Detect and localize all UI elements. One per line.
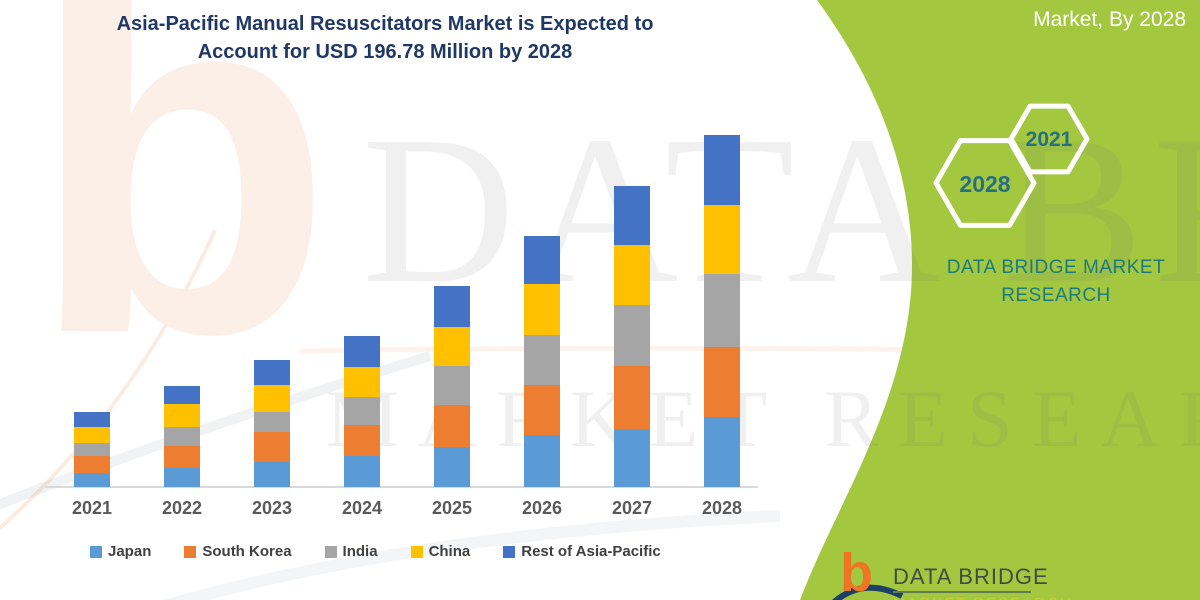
bar-segment-japan [704, 417, 740, 487]
bar-segment-south-korea [344, 425, 380, 457]
x-axis-label: 2025 [431, 498, 473, 518]
bar-segment-china [524, 283, 560, 335]
bar-segment-japan [164, 468, 200, 487]
legend-item: China [410, 543, 471, 560]
panel-heading: Market, By 2028 [1033, 8, 1186, 31]
bar-segment-india [74, 442, 110, 457]
legend-item: India [324, 543, 378, 560]
hexagon-label-2028: 2028 [959, 171, 1011, 197]
x-axis-label: 2023 [251, 498, 293, 518]
legend-item: Japan [90, 543, 151, 560]
bar-segment-india [344, 396, 380, 426]
bar-segment-china [704, 204, 740, 275]
bar-segment-south-korea [434, 404, 470, 447]
bar-segment-japan [434, 446, 470, 487]
legend-label: India [342, 543, 378, 560]
x-axis-label: 2026 [521, 498, 563, 518]
bar-segment-india [704, 274, 740, 348]
legend-item: South Korea [184, 543, 292, 560]
bar-segment-japan [74, 473, 110, 487]
x-axis-label: 2021 [71, 498, 113, 518]
bar-segment-rest-of-asia-pacific [74, 412, 110, 428]
legend-swatch [324, 545, 337, 558]
bar-segment-japan [254, 461, 290, 487]
chart-legend: Japan South Korea India China Rest of Asia-P… [90, 543, 661, 560]
brand-name: DATA BRIDGE MARKET RESEARCH [930, 254, 1182, 310]
legend-item: Rest of Asia-Pacific [503, 543, 661, 560]
bar-segment-india [524, 334, 560, 385]
x-axis-line [45, 486, 758, 488]
bar-segment-south-korea [704, 347, 740, 418]
bar-segment-china [164, 403, 200, 428]
bar-segment-south-korea [164, 446, 200, 469]
bar-segment-china [254, 384, 290, 412]
x-axis-label: 2027 [611, 498, 653, 518]
bar-segment-china [344, 366, 380, 397]
bar-segment-rest-of-asia-pacific [164, 385, 200, 404]
bar-segment-japan [344, 456, 380, 487]
legend-label: China [428, 543, 471, 560]
footer-logo-subname: MARKET RESEARCH [893, 595, 1073, 600]
legend-label: Rest of Asia-Pacific [521, 543, 661, 560]
brand-name-line1: DATA BRIDGE MARKET [946, 257, 1166, 278]
x-axis-label: 2028 [701, 498, 743, 518]
footer-logo-underline [893, 591, 1031, 593]
legend-swatch [410, 545, 423, 558]
bar-segment-india [434, 365, 470, 405]
bar-segment-rest-of-asia-pacific [614, 186, 650, 246]
bar-segment-south-korea [524, 384, 560, 435]
bar-segment-china [614, 245, 650, 305]
legend-swatch [503, 545, 516, 558]
bar-segment-south-korea [254, 431, 290, 462]
bar-segment-south-korea [614, 366, 650, 429]
bar-segment-japan [524, 434, 560, 487]
bar-segment-rest-of-asia-pacific [704, 135, 740, 205]
bar-segment-rest-of-asia-pacific [434, 285, 470, 327]
chart-title: Asia-Pacific Manual Resuscitators Market… [35, 10, 735, 66]
bar-segment-india [254, 411, 290, 432]
bar-segment-south-korea [74, 456, 110, 474]
bar-segment-china [434, 326, 470, 366]
bar-segment-rest-of-asia-pacific [344, 335, 380, 367]
bar-segment-japan [614, 429, 650, 487]
x-axis-label: 2022 [161, 498, 203, 518]
bar-segment-china [74, 427, 110, 443]
bar-segment-india [164, 427, 200, 447]
bar-segment-india [614, 305, 650, 367]
legend-label: Japan [108, 543, 152, 560]
footer-logo-b-icon: b [840, 543, 873, 600]
chart-title-line1: Asia-Pacific Manual Resuscitators Market… [116, 13, 654, 35]
legend-label: South Korea [202, 543, 292, 560]
brand-name-line2: RESEARCH [1001, 285, 1111, 306]
bar-segment-rest-of-asia-pacific [524, 235, 560, 284]
footer-logo-name: DATA BRIDGE [893, 564, 1049, 589]
x-axis-label: 2024 [341, 498, 383, 518]
legend-swatch [90, 545, 102, 558]
bar-segment-rest-of-asia-pacific [254, 359, 290, 385]
legend-swatch [184, 545, 197, 558]
hexagon-label-2021: 2021 [1025, 128, 1073, 151]
chart-title-line2: Account for USD 196.78 Million by 2028 [197, 41, 573, 63]
